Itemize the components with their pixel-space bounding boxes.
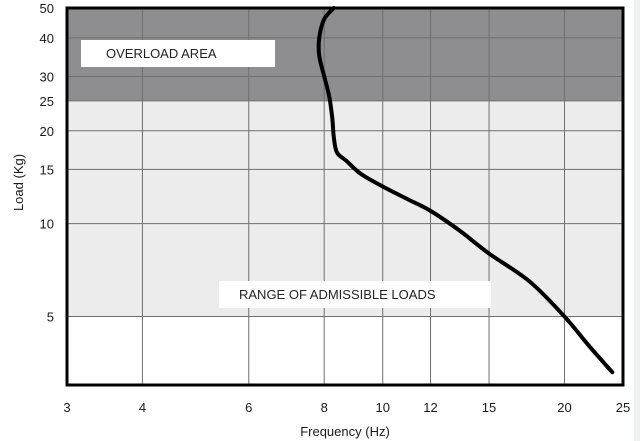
- x-tick-label: 3: [63, 400, 70, 415]
- zone-label: OVERLOAD AREA: [106, 46, 217, 61]
- x-tick-labels: 3 4 6 8 10 12 15 20 25: [63, 400, 630, 415]
- x-tick-label: 6: [245, 400, 252, 415]
- y-tick-label: 15: [40, 162, 54, 177]
- zone-labels-layer: OVERLOAD AREA RANGE OF ADMISSIBLE LOADS: [81, 40, 491, 308]
- zone-label: RANGE OF ADMISSIBLE LOADS: [239, 287, 436, 302]
- y-tick-label: 30: [40, 69, 54, 84]
- x-tick-label: 10: [375, 400, 389, 415]
- y-tick-labels: 5 10 15 20 25 30 40 50: [40, 1, 54, 325]
- y-tick-label: 50: [40, 1, 54, 16]
- zone-label-box: [81, 40, 275, 67]
- x-axis-title: Frequency (Hz): [300, 424, 390, 439]
- y-tick-label: 20: [40, 124, 54, 139]
- x-tick-label: 25: [616, 400, 630, 415]
- y-tick-label: 25: [40, 94, 54, 109]
- plot-frame: [65, 6, 625, 387]
- y-axis-title: Load (Kg): [11, 154, 26, 211]
- curve-layer: [316, 6, 615, 375]
- x-tick-label: 12: [423, 400, 437, 415]
- x-tick-label: 8: [321, 400, 328, 415]
- x-tick-label: 15: [482, 400, 496, 415]
- load-curve-line: [316, 6, 615, 375]
- x-tick-label: 20: [557, 400, 571, 415]
- page-edge-strip: [634, 0, 640, 441]
- y-tick-label: 10: [40, 217, 54, 232]
- y-tick-label: 5: [47, 310, 54, 325]
- grid-layer: [67, 8, 623, 385]
- zone-label-box: [219, 281, 491, 308]
- x-tick-label: 4: [139, 400, 146, 415]
- y-tick-label: 40: [40, 31, 54, 46]
